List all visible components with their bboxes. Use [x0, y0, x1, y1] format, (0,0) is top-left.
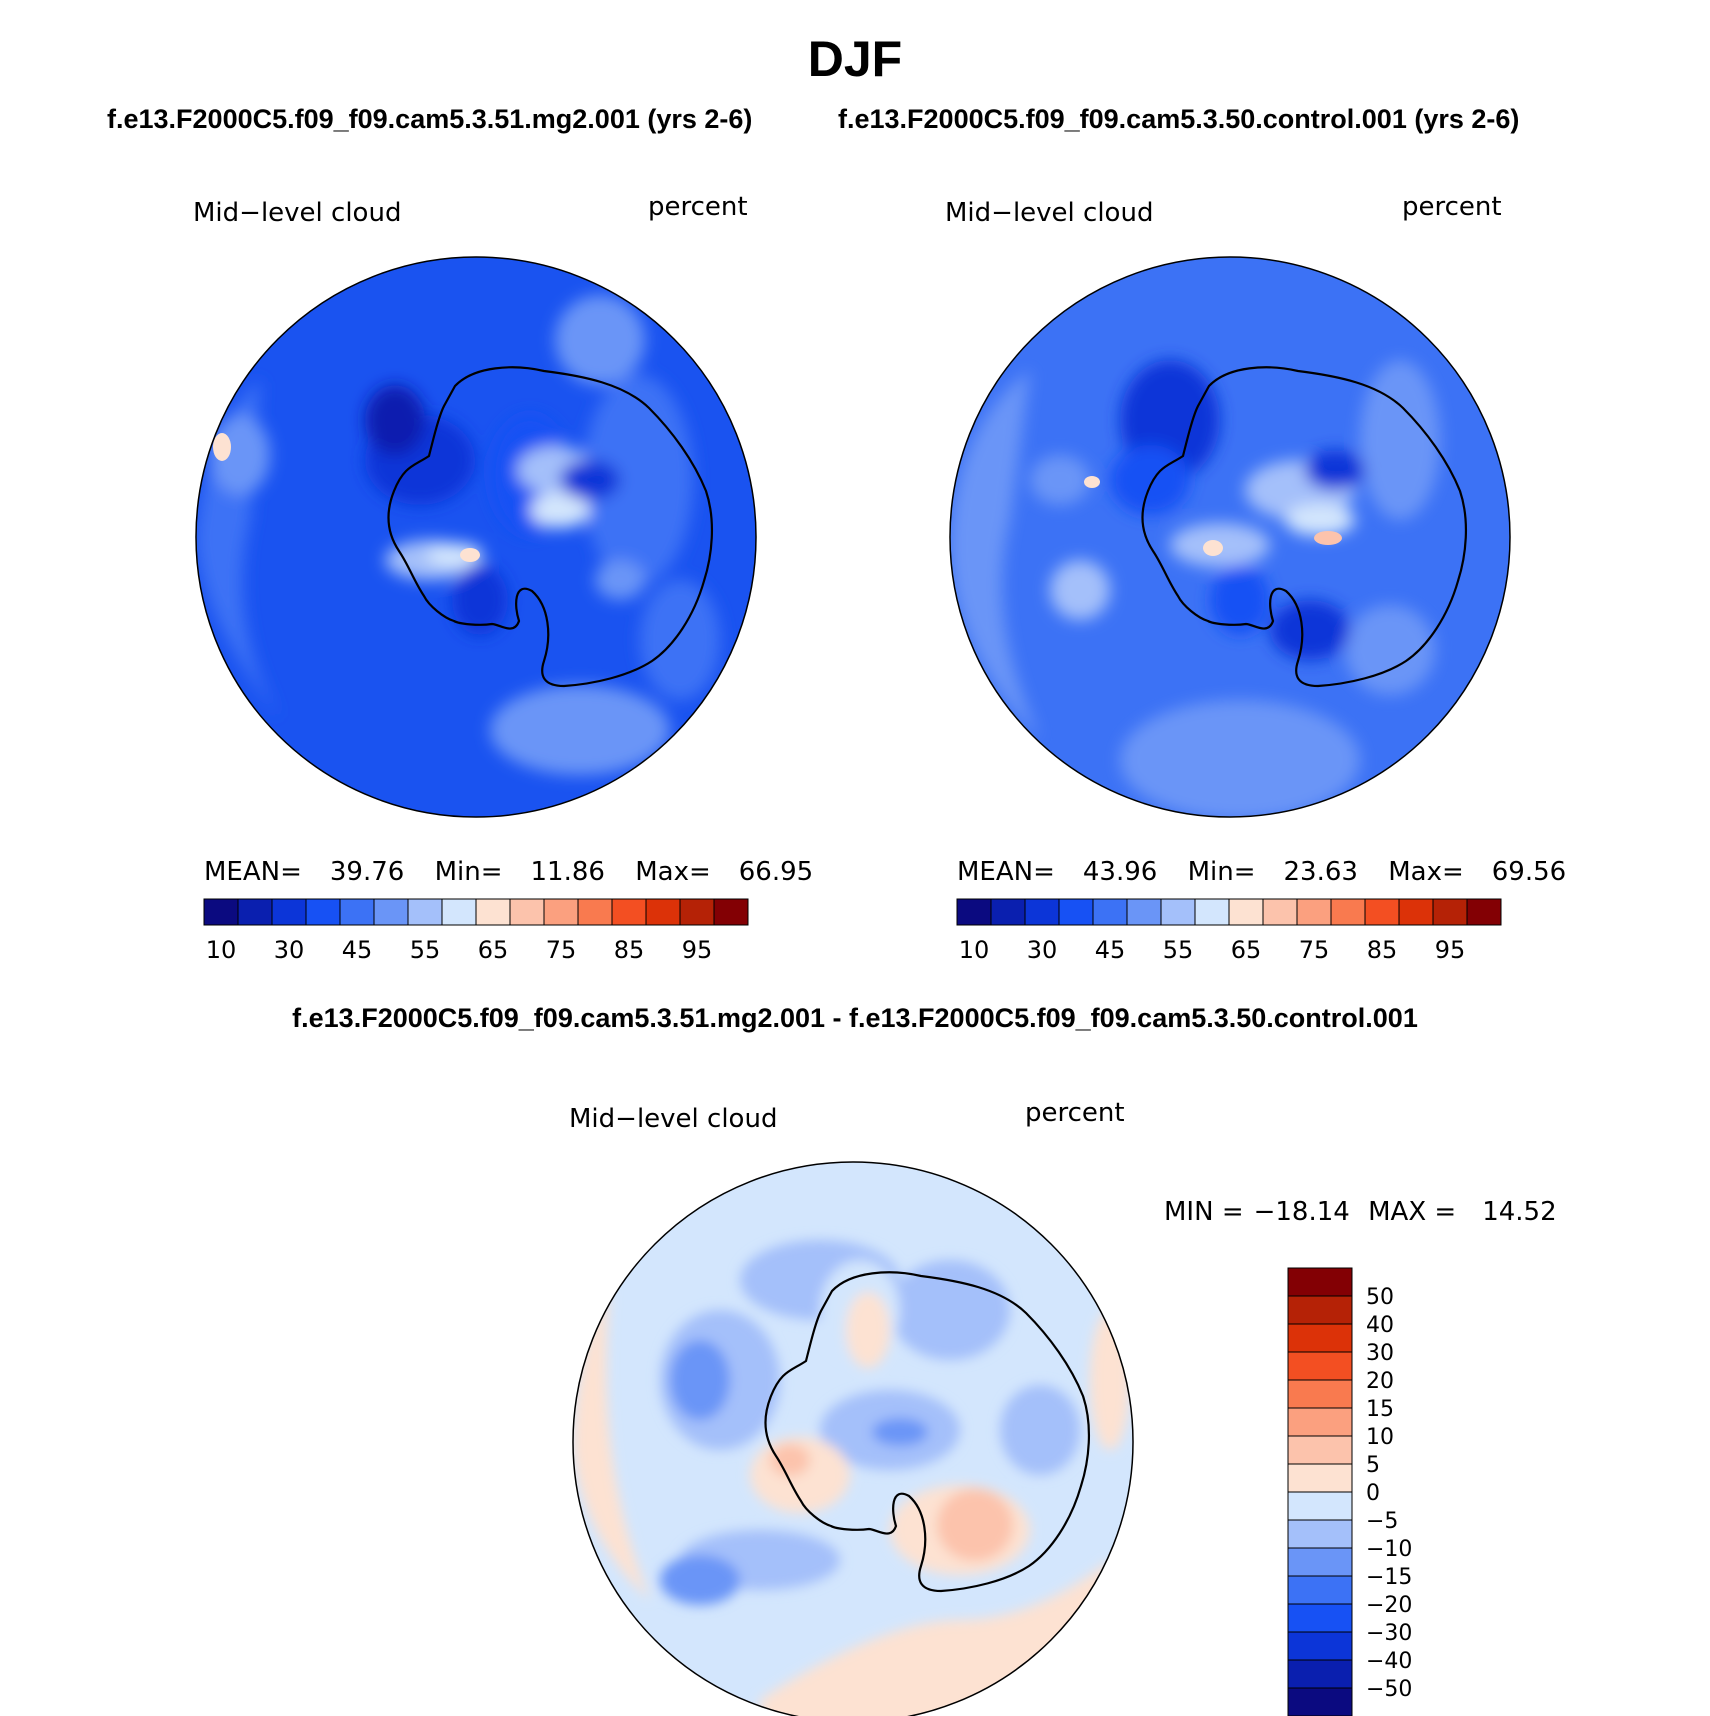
colorbar-panel-2-box — [1296, 898, 1332, 926]
colorbar-panel-1-tick-label: 85 — [614, 936, 645, 964]
colorbar-panel-2-tick-label: 75 — [1299, 936, 1330, 964]
colorbar-difference-tick-label: −20 — [1366, 1593, 1412, 1618]
colorbar-panel-2-box — [1228, 898, 1264, 926]
colorbar-panel-1-box — [203, 898, 239, 926]
colorbar-panel-1-box — [713, 898, 749, 926]
panel-3-units-label: percent — [1025, 1098, 1125, 1128]
colorbar-difference-box — [1287, 1687, 1353, 1716]
colorbar-panel-1-box — [373, 898, 409, 926]
colorbar-panel-2-box — [1364, 898, 1400, 926]
colorbar-difference-box — [1287, 1575, 1353, 1605]
colorbar-difference-box — [1287, 1463, 1353, 1493]
colorbar-panel-2-box — [1058, 898, 1094, 926]
panel-3-stats: MIN = −18.14 MAX = 14.52 — [1164, 1197, 1557, 1227]
panel-1-variable-label: Mid−level cloud — [193, 198, 402, 228]
colorbar-panel-1-tick-label: 30 — [274, 936, 305, 964]
colorbar-panel-2-box — [956, 898, 992, 926]
colorbar-difference-box — [1287, 1491, 1353, 1521]
panel-1-units-label: percent — [648, 192, 748, 222]
colorbar-panel-2-box — [1092, 898, 1128, 926]
colorbar-panel-1-box — [305, 898, 341, 926]
colorbar-panel-2-box — [1432, 898, 1468, 926]
case-a-title: f.e13.F2000C5.f09_f09.cam5.3.51.mg2.001 … — [107, 104, 753, 134]
colorbar-difference-tick-label: 10 — [1366, 1425, 1394, 1450]
colorbar-panel-2-box — [1194, 898, 1230, 926]
colorbar-difference-box — [1287, 1659, 1353, 1689]
colorbar-panel-2-box — [1126, 898, 1162, 926]
colorbar-panel-2-tick-label: 55 — [1163, 936, 1194, 964]
colorbar-panel-1-tick-label: 55 — [410, 936, 441, 964]
difference-title: f.e13.F2000C5.f09_f09.cam5.3.51.mg2.001 … — [292, 1003, 1418, 1033]
colorbar-difference-box — [1287, 1295, 1353, 1325]
colorbar-difference-tick-label: −5 — [1366, 1509, 1398, 1534]
panel-2-units-label: percent — [1402, 192, 1502, 222]
colorbar-panel-1-box — [475, 898, 511, 926]
colorbar-panel-1-box — [339, 898, 375, 926]
colorbar-difference-tick-label: 40 — [1366, 1313, 1394, 1338]
figure-title: DJF — [807, 31, 903, 87]
colorbar-panel-1: 10 30 45 55 65 75 85 95 — [203, 898, 749, 964]
colorbar-difference-tick-label: 20 — [1366, 1369, 1394, 1394]
colorbar-difference-tick-label: 0 — [1366, 1481, 1380, 1506]
colorbar-panel-1-box — [611, 898, 647, 926]
panel-3-variable-label: Mid−level cloud — [569, 1104, 778, 1134]
colorbar-difference-tick-label: 50 — [1366, 1285, 1394, 1310]
colorbar-panel-1-tick-label: 45 — [342, 936, 373, 964]
colorbar-difference-tick-label: −40 — [1366, 1649, 1412, 1674]
colorbar-difference-box — [1287, 1323, 1353, 1353]
colorbar-difference-tick-label: −10 — [1366, 1537, 1412, 1562]
colorbar-panel-1-box — [645, 898, 681, 926]
colorbar-panel-2-box — [990, 898, 1026, 926]
colorbar-panel-1-box — [237, 898, 273, 926]
colorbar-panel-1-box — [407, 898, 443, 926]
colorbar-difference-tick-label: −15 — [1366, 1565, 1412, 1590]
map-panel-3 — [572, 1161, 1134, 1716]
colorbar-difference-box — [1287, 1519, 1353, 1549]
colorbar-difference-box — [1287, 1351, 1353, 1381]
colorbar-difference-box — [1287, 1603, 1353, 1633]
colorbar-panel-1-tick-label: 10 — [206, 936, 237, 964]
colorbar-panel-2-tick-label: 65 — [1231, 936, 1262, 964]
colorbar-panel-2-box — [1466, 898, 1502, 926]
colorbar-panel-1-box — [271, 898, 307, 926]
colorbar-panel-2-box — [1024, 898, 1060, 926]
colorbar-panel-1-tick-label: 65 — [478, 936, 509, 964]
colorbar-panel-2: 10 30 45 55 65 75 85 95 — [956, 898, 1502, 964]
colorbar-panel-2-box — [1330, 898, 1366, 926]
colorbar-panel-2-tick-label: 30 — [1027, 936, 1058, 964]
colorbar-difference-tick-label: −50 — [1366, 1677, 1412, 1702]
colorbar-panel-1-box — [577, 898, 613, 926]
panel-1-stats: MEAN= 39.76 Min= 11.86 Max= 66.95 — [204, 857, 814, 887]
map-panel-1 — [195, 256, 757, 818]
colorbar-difference-box — [1287, 1407, 1353, 1437]
colorbar-panel-1-box — [441, 898, 477, 926]
colorbar-difference-tick-label: 5 — [1366, 1453, 1380, 1478]
colorbar-difference-box — [1287, 1631, 1353, 1661]
colorbar-difference-tick-label: 15 — [1366, 1397, 1394, 1422]
colorbar-panel-2-tick-label: 10 — [959, 936, 990, 964]
panel-2-stats: MEAN= 43.96 Min= 23.63 Max= 69.56 — [957, 857, 1567, 887]
map-panel-2 — [949, 256, 1511, 818]
colorbar-difference-box — [1287, 1435, 1353, 1465]
colorbar-panel-2-box — [1262, 898, 1298, 926]
colorbar-panel-1-box — [509, 898, 545, 926]
colorbar-difference-box — [1287, 1267, 1353, 1297]
colorbar-difference-tick-label: 30 — [1366, 1341, 1394, 1366]
colorbar-panel-2-tick-label: 95 — [1435, 936, 1466, 964]
case-b-title: f.e13.F2000C5.f09_f09.cam5.3.50.control.… — [838, 104, 1520, 134]
panel-2-variable-label: Mid−level cloud — [945, 198, 1154, 228]
colorbar-panel-1-box — [543, 898, 579, 926]
colorbar-difference-box — [1287, 1547, 1353, 1577]
colorbar-difference-tick-label: −30 — [1366, 1621, 1412, 1646]
colorbar-panel-2-box — [1398, 898, 1434, 926]
colorbar-panel-2-box — [1160, 898, 1196, 926]
colorbar-panel-2-tick-label: 85 — [1367, 936, 1398, 964]
colorbar-panel-1-tick-label: 75 — [546, 936, 577, 964]
colorbar-panel-1-tick-label: 95 — [682, 936, 713, 964]
colorbar-panel-2-tick-label: 45 — [1095, 936, 1126, 964]
colorbar-panel-1-box — [679, 898, 715, 926]
colorbar-difference-box — [1287, 1379, 1353, 1409]
